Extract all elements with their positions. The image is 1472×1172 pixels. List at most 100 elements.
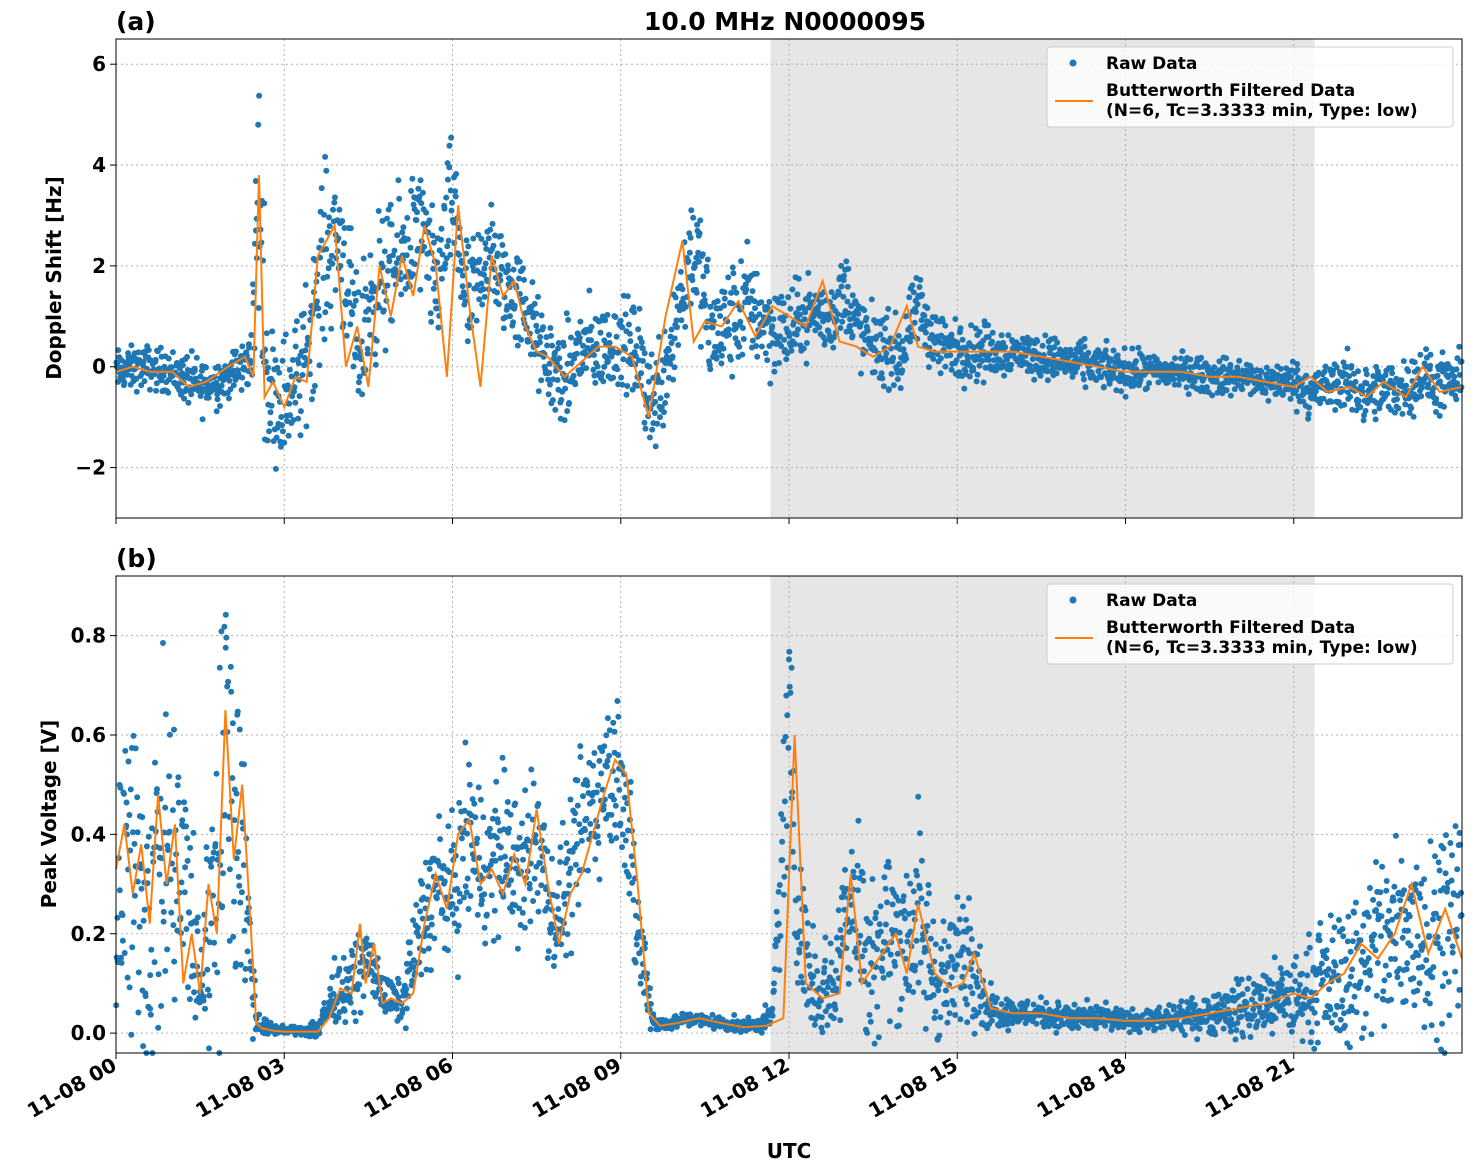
raw-data-point — [966, 950, 973, 957]
raw-data-point — [124, 371, 131, 378]
raw-data-point — [969, 990, 976, 997]
raw-data-point — [438, 275, 445, 282]
raw-data-point — [588, 337, 595, 344]
raw-data-point — [453, 905, 460, 912]
raw-data-point — [502, 251, 509, 258]
raw-data-point — [673, 317, 680, 324]
raw-data-point — [507, 811, 514, 818]
raw-data-point — [1410, 413, 1417, 420]
raw-data-point — [349, 952, 356, 959]
raw-data-point — [1100, 383, 1107, 390]
raw-data-point — [895, 897, 902, 904]
raw-data-point — [619, 831, 626, 838]
raw-data-point — [700, 273, 707, 280]
raw-data-point — [428, 914, 435, 921]
raw-data-point — [182, 806, 189, 813]
raw-data-point — [292, 327, 298, 334]
raw-data-point — [1341, 401, 1348, 408]
raw-data-point — [248, 332, 255, 338]
raw-data-point — [559, 819, 566, 826]
raw-data-point — [830, 980, 837, 987]
raw-data-point — [182, 864, 189, 871]
raw-data-point — [604, 715, 611, 722]
raw-data-point — [231, 817, 238, 824]
raw-data-point — [122, 747, 129, 754]
raw-data-point — [379, 263, 386, 270]
raw-data-point — [781, 336, 788, 343]
raw-data-point — [204, 986, 211, 993]
raw-data-point — [1408, 405, 1415, 412]
raw-data-point — [822, 1008, 829, 1015]
raw-data-point — [142, 993, 149, 1000]
raw-data-point — [162, 804, 169, 811]
raw-data-point — [211, 961, 218, 968]
raw-data-point — [1451, 373, 1458, 380]
raw-data-point — [469, 796, 476, 803]
raw-data-point — [822, 934, 829, 941]
raw-data-point — [274, 364, 281, 371]
raw-data-point — [497, 233, 504, 239]
raw-data-point — [837, 325, 844, 331]
raw-data-point — [545, 376, 552, 383]
raw-data-point — [709, 324, 716, 331]
raw-data-point — [490, 851, 497, 858]
raw-data-point — [879, 968, 886, 975]
raw-data-point — [574, 841, 580, 847]
raw-data-point — [396, 195, 403, 202]
panel-a-x-ticks — [115, 518, 1295, 524]
raw-data-point — [214, 396, 221, 403]
raw-data-point — [429, 202, 436, 209]
raw-data-point — [194, 914, 201, 921]
raw-data-point — [300, 310, 307, 317]
raw-data-point — [530, 898, 537, 904]
raw-data-point — [598, 770, 605, 777]
raw-data-point — [1311, 1045, 1318, 1052]
raw-data-point — [1204, 998, 1211, 1005]
raw-data-point — [604, 757, 611, 764]
raw-data-point — [815, 1003, 822, 1010]
raw-data-point — [557, 844, 564, 851]
raw-data-point — [153, 387, 159, 394]
raw-data-point — [190, 829, 197, 836]
raw-data-point — [915, 793, 922, 800]
raw-data-point — [1394, 396, 1400, 403]
raw-data-point — [1299, 1038, 1306, 1045]
raw-data-point — [411, 261, 418, 268]
raw-data-point — [1061, 361, 1068, 368]
raw-data-point — [373, 337, 380, 344]
raw-data-point — [507, 276, 514, 283]
raw-data-point — [1080, 376, 1087, 383]
raw-data-point — [1153, 371, 1160, 378]
raw-data-point — [604, 311, 611, 318]
raw-data-point — [629, 386, 636, 393]
raw-data-point — [550, 963, 557, 969]
raw-data-point — [140, 1043, 147, 1050]
raw-data-point — [575, 901, 582, 908]
raw-data-point — [1102, 1022, 1109, 1029]
raw-data-point — [1181, 1032, 1188, 1038]
raw-data-point — [474, 835, 481, 842]
raw-data-point — [525, 338, 532, 345]
raw-data-point — [299, 372, 306, 378]
raw-data-point — [954, 894, 961, 901]
raw-data-point — [847, 322, 854, 329]
raw-data-point — [943, 1001, 950, 1008]
raw-data-point — [921, 312, 928, 319]
raw-data-point — [431, 935, 438, 942]
raw-data-point — [566, 400, 572, 406]
raw-data-point — [619, 324, 626, 331]
raw-data-point — [241, 927, 248, 934]
raw-data-point — [830, 1015, 837, 1022]
raw-data-point — [127, 786, 134, 793]
raw-data-point — [341, 240, 347, 247]
raw-data-point — [510, 266, 517, 273]
raw-data-point — [372, 361, 379, 368]
raw-data-point — [462, 739, 469, 746]
raw-data-point — [1405, 368, 1412, 375]
raw-data-point — [414, 209, 420, 216]
raw-data-point — [1039, 342, 1046, 349]
raw-data-point — [721, 295, 728, 302]
raw-data-point — [517, 922, 524, 928]
raw-data-point — [1085, 349, 1092, 356]
raw-data-point — [409, 977, 416, 984]
